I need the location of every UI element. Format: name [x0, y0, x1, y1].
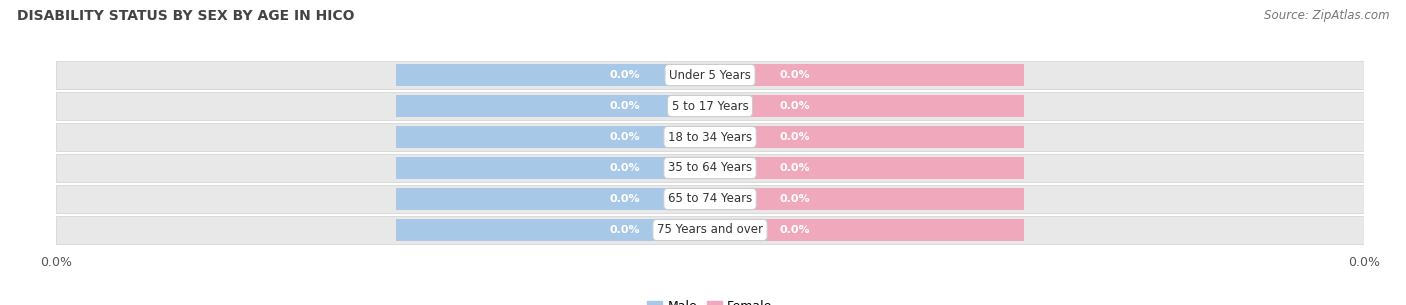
Bar	[56, 154, 1364, 181]
Bar	[710, 64, 1024, 86]
Text: 0.0%: 0.0%	[610, 163, 640, 173]
Text: 75 Years and over: 75 Years and over	[657, 224, 763, 236]
Legend: Male, Female: Male, Female	[643, 295, 778, 305]
Bar	[56, 185, 1364, 213]
Text: 0.0%: 0.0%	[610, 194, 640, 204]
Text: Under 5 Years: Under 5 Years	[669, 69, 751, 81]
Text: 0.0%: 0.0%	[610, 225, 640, 235]
Bar	[710, 157, 1024, 179]
Text: 0.0%: 0.0%	[780, 225, 810, 235]
Bar	[710, 95, 1024, 117]
Bar	[396, 95, 710, 117]
Bar	[396, 64, 710, 86]
Bar	[710, 219, 1024, 241]
Text: 0.0%: 0.0%	[610, 101, 640, 111]
Text: DISABILITY STATUS BY SEX BY AGE IN HICO: DISABILITY STATUS BY SEX BY AGE IN HICO	[17, 9, 354, 23]
Bar	[710, 126, 1024, 148]
Text: 0.0%: 0.0%	[780, 101, 810, 111]
Bar	[710, 188, 1024, 210]
Text: 18 to 34 Years: 18 to 34 Years	[668, 131, 752, 144]
Text: 0.0%: 0.0%	[610, 132, 640, 142]
Bar	[56, 92, 1364, 120]
Text: 0.0%: 0.0%	[780, 163, 810, 173]
Bar	[56, 216, 1364, 244]
Text: Source: ZipAtlas.com: Source: ZipAtlas.com	[1264, 9, 1389, 22]
Bar	[396, 188, 710, 210]
Text: 0.0%: 0.0%	[780, 132, 810, 142]
Bar	[396, 126, 710, 148]
Text: 65 to 74 Years: 65 to 74 Years	[668, 192, 752, 206]
Bar	[56, 124, 1364, 151]
Text: 0.0%: 0.0%	[780, 194, 810, 204]
Text: 35 to 64 Years: 35 to 64 Years	[668, 161, 752, 174]
Bar	[396, 219, 710, 241]
Text: 0.0%: 0.0%	[610, 70, 640, 80]
Text: 5 to 17 Years: 5 to 17 Years	[672, 99, 748, 113]
Bar	[56, 61, 1364, 89]
Bar	[396, 157, 710, 179]
Text: 0.0%: 0.0%	[780, 70, 810, 80]
